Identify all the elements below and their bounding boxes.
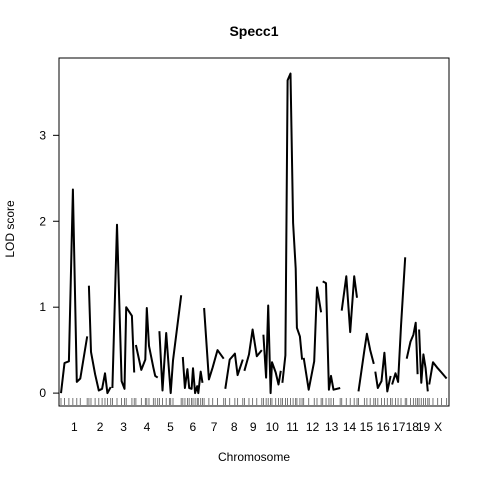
lod-line-chr-12 — [302, 286, 323, 391]
lod-line-chr-9 — [243, 328, 263, 372]
chromosome-label-9: 9 — [250, 420, 257, 434]
lod-line-chr-7 — [203, 307, 225, 381]
chromosome-label-12: 12 — [306, 420, 320, 434]
chromosome-label-2: 2 — [97, 420, 104, 434]
chromosome-label-8: 8 — [231, 420, 238, 434]
lod-line-chr-4 — [134, 307, 159, 379]
lod-line-chr-17 — [391, 257, 407, 385]
lod-line-chr-1 — [60, 188, 89, 394]
chromosome-label-19: 19 — [417, 420, 431, 434]
lod-line-chr-10 — [262, 304, 282, 395]
chromosome-label-3: 3 — [120, 420, 127, 434]
chromosome-label-15: 15 — [360, 420, 374, 434]
y-tick-label-1: 1 — [39, 300, 46, 314]
y-axis: 0 1 2 3 — [39, 128, 59, 400]
x-axis-label: Chromosome — [218, 450, 290, 464]
chromosome-label-16: 16 — [376, 420, 390, 434]
lod-line-chr-3 — [111, 223, 136, 390]
chromosome-label-1: 1 — [71, 420, 78, 434]
lod-line-chr-8 — [224, 352, 244, 389]
lod-line-chr-X — [428, 361, 448, 385]
chart-title: Specc1 — [229, 23, 278, 39]
y-tick-label-0: 0 — [39, 386, 46, 400]
y-tick-label-3: 3 — [39, 128, 46, 142]
chromosome-label-17: 17 — [392, 420, 406, 434]
chromosome-label-13: 13 — [325, 420, 339, 434]
lod-series — [60, 72, 448, 395]
chromosome-label-7: 7 — [211, 420, 218, 434]
lod-line-chr-11 — [281, 72, 304, 383]
lod-line-chr-19 — [418, 329, 429, 392]
lod-line-chr-5 — [158, 295, 183, 395]
chromosome-label-6: 6 — [190, 420, 197, 434]
plot-frame — [58, 57, 450, 407]
y-tick-label-2: 2 — [39, 214, 46, 228]
lod-line-chr-18 — [405, 321, 419, 375]
lod-line-chr-13 — [322, 280, 341, 391]
chromosome-label-11: 11 — [286, 420, 299, 434]
chromosome-label-5: 5 — [167, 420, 174, 434]
chromosome-label-4: 4 — [144, 420, 151, 434]
chromosome-label-10: 10 — [266, 420, 280, 434]
lod-line-chr-2 — [87, 285, 112, 395]
y-axis-label: LOD score — [3, 200, 17, 258]
lod-line-chr-14 — [340, 275, 358, 334]
chromosome-label-18: 18 — [406, 420, 420, 434]
lod-line-chr-6 — [181, 356, 204, 395]
lod-line-chr-15 — [357, 332, 375, 392]
marker-rug — [60, 398, 448, 405]
chromosome-label-X: X — [434, 420, 442, 434]
lod-line-chr-16 — [374, 351, 392, 393]
chromosome-label-14: 14 — [343, 420, 357, 434]
